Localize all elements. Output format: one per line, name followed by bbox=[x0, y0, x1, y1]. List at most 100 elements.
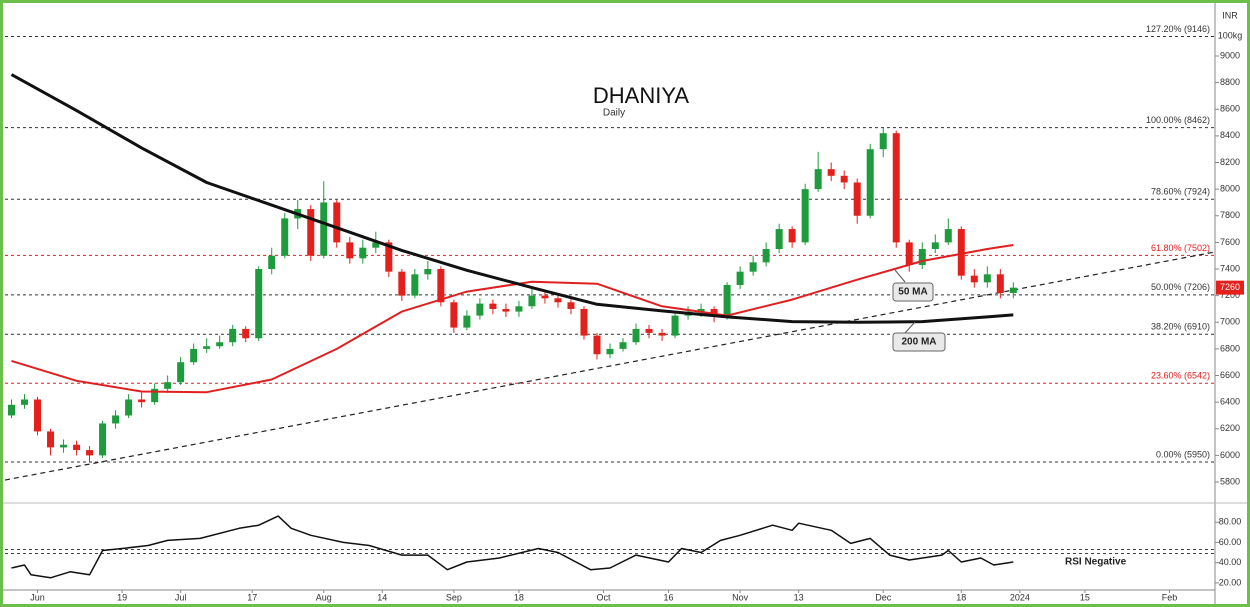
candle-body bbox=[437, 269, 445, 303]
x-tick-label: Sep bbox=[446, 592, 462, 602]
last-price-label: 7260 bbox=[1220, 282, 1240, 292]
candle-body bbox=[957, 229, 965, 276]
candle-body bbox=[164, 382, 172, 389]
candle-body bbox=[567, 302, 575, 309]
y-tick-label: 6200 bbox=[1220, 423, 1240, 433]
fib-label: 127.20% (9146) bbox=[1146, 24, 1210, 34]
candle-body bbox=[918, 249, 926, 266]
candle-body bbox=[21, 399, 29, 405]
candle-body bbox=[801, 189, 809, 243]
x-tick-label: 19 bbox=[117, 592, 127, 602]
candle-body bbox=[450, 302, 458, 328]
y-tick-label: 9000 bbox=[1220, 50, 1240, 60]
candle-body bbox=[60, 444, 68, 448]
candle-body bbox=[424, 269, 432, 275]
candle-body bbox=[866, 149, 874, 216]
candle-body bbox=[112, 415, 120, 424]
candle-body bbox=[125, 399, 133, 416]
y-tick-label: 7400 bbox=[1220, 263, 1240, 273]
candle-body bbox=[177, 362, 185, 383]
y-unit-sub: 100kg bbox=[1218, 30, 1243, 40]
x-tick-label: 18 bbox=[514, 592, 524, 602]
fib-label: 78.60% (7924) bbox=[1151, 187, 1210, 197]
x-tick-label: Dec bbox=[875, 592, 892, 602]
x-tick-label: Jul bbox=[175, 592, 187, 602]
candle-body bbox=[931, 242, 939, 250]
candle-body bbox=[489, 303, 497, 309]
candle-body bbox=[528, 295, 536, 307]
candle-body bbox=[788, 229, 796, 243]
candle-body bbox=[983, 274, 991, 283]
candle-body bbox=[658, 332, 666, 336]
y-tick-label: 5800 bbox=[1220, 476, 1240, 486]
annotation: RSI Negative bbox=[1065, 557, 1127, 568]
candle-body bbox=[736, 271, 744, 285]
chart-subtitle: Daily bbox=[603, 108, 625, 119]
x-tick-label: 13 bbox=[794, 592, 804, 602]
rsi-line bbox=[11, 515, 1014, 579]
candle-body bbox=[554, 298, 562, 303]
x-tick-label: 18 bbox=[956, 592, 966, 602]
candle-body bbox=[853, 182, 861, 216]
annotation-box bbox=[892, 332, 946, 352]
last-price-tag bbox=[1216, 280, 1244, 295]
plot: 5800 6000 6200 6400 6600 6800 7000 7200 7400 7600… bbox=[4, 24, 1244, 602]
candle-body bbox=[606, 348, 614, 355]
candle-body bbox=[73, 444, 81, 451]
annotation-pointer bbox=[904, 321, 916, 334]
candle-body bbox=[281, 218, 289, 256]
x-tick-label: 17 bbox=[247, 592, 257, 602]
rsi-y-tick-label: 20.00 bbox=[1219, 577, 1242, 587]
candle-body bbox=[216, 342, 224, 347]
y-tick-label: 8000 bbox=[1220, 184, 1240, 194]
fib-label: 50.00% (7206) bbox=[1151, 282, 1210, 292]
annotation: 50 MA bbox=[898, 287, 927, 298]
candle-body bbox=[671, 315, 679, 336]
fib-label: 61.80% (7502) bbox=[1151, 243, 1210, 253]
candle-body bbox=[476, 303, 484, 316]
candle-body bbox=[190, 348, 198, 363]
candle-body bbox=[8, 404, 16, 416]
candle-body bbox=[840, 175, 848, 183]
x-tick-label: Oct bbox=[596, 592, 611, 602]
y-tick-label: 8400 bbox=[1220, 130, 1240, 140]
candle-body bbox=[34, 399, 42, 432]
candle-body bbox=[372, 242, 380, 248]
candle-body bbox=[645, 328, 653, 333]
x-tick-label: Aug bbox=[316, 592, 332, 602]
y-tick-label: 6600 bbox=[1220, 370, 1240, 380]
candle-body bbox=[86, 450, 94, 456]
y-tick-label: 8200 bbox=[1220, 157, 1240, 167]
chart-title: DHANIYA bbox=[593, 83, 689, 108]
annotation-pointer bbox=[894, 269, 906, 283]
y-tick-label: 7200 bbox=[1220, 290, 1240, 300]
candle-body bbox=[632, 328, 640, 343]
candle-body bbox=[593, 335, 601, 355]
candle-body bbox=[723, 284, 731, 316]
candle-body bbox=[151, 388, 159, 403]
x-tick-label: Nov bbox=[732, 592, 749, 602]
annotation: 200 MA bbox=[901, 337, 936, 348]
candle-body bbox=[255, 269, 263, 339]
moving-average bbox=[10, 73, 1014, 324]
candle-body bbox=[47, 431, 55, 448]
candle-body bbox=[138, 399, 146, 403]
candle-body bbox=[385, 242, 393, 272]
candle-body bbox=[463, 315, 471, 328]
x-tick-label: 16 bbox=[664, 592, 674, 602]
y-tick-label: 7800 bbox=[1220, 210, 1240, 220]
candle-body bbox=[580, 308, 588, 336]
candle-body bbox=[892, 133, 900, 243]
candle-body bbox=[996, 274, 1004, 293]
rsi-y-tick-label: 60.00 bbox=[1219, 537, 1242, 547]
y-tick-label: 8600 bbox=[1220, 104, 1240, 114]
candle-body bbox=[814, 169, 822, 190]
fib-label: 38.20% (6910) bbox=[1151, 322, 1210, 332]
candle-body bbox=[541, 295, 549, 299]
x-tick-label: Jun bbox=[30, 592, 45, 602]
x-tick-label: 2024 bbox=[1010, 592, 1030, 602]
candle-body bbox=[99, 423, 107, 456]
y-tick-label: 8800 bbox=[1220, 77, 1240, 87]
candle-body bbox=[749, 262, 757, 272]
